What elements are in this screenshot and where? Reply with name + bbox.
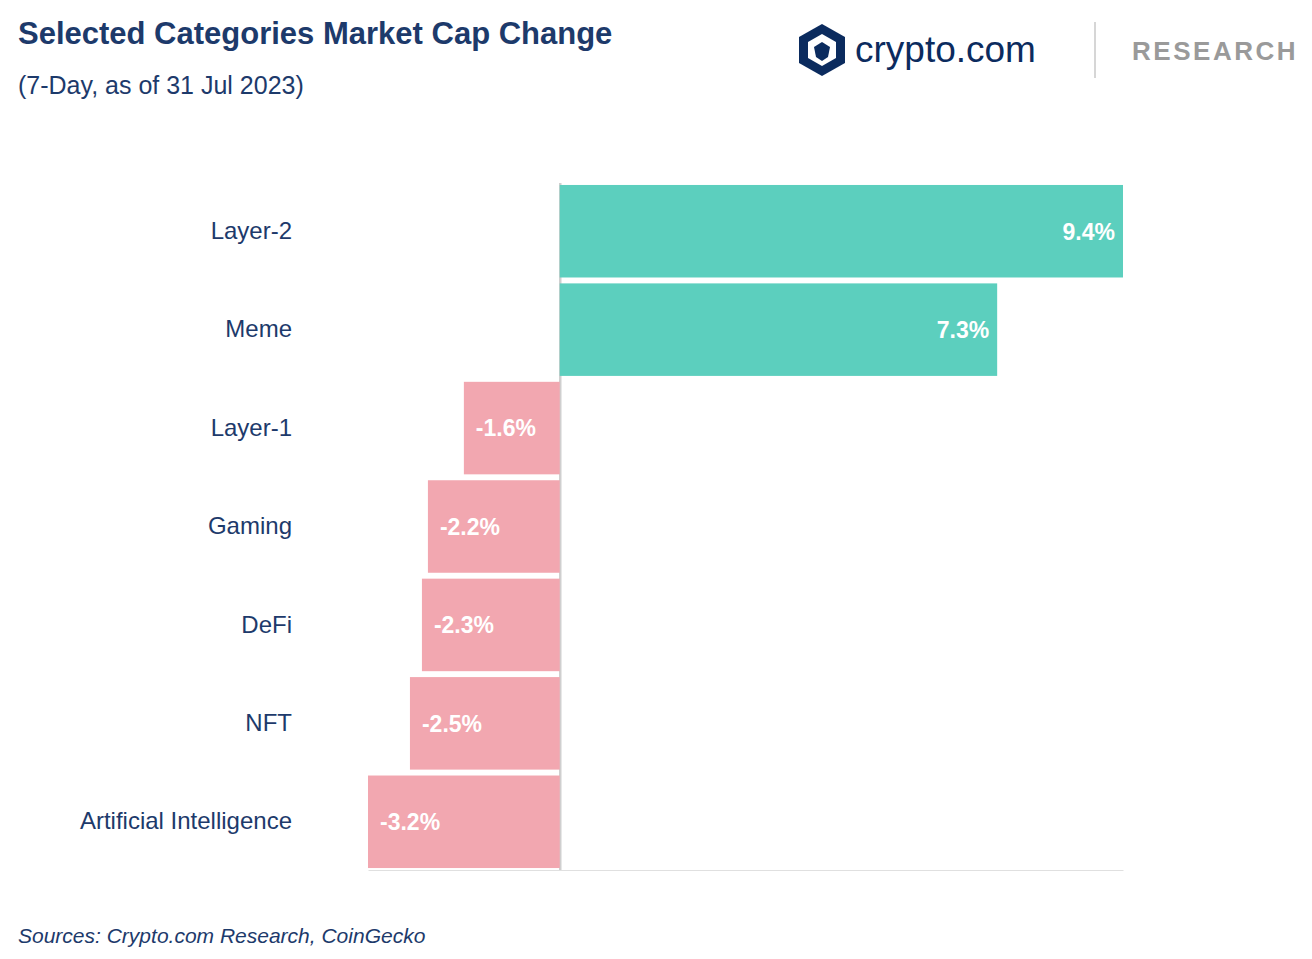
y-tick: Artificial Intelligence (80, 807, 292, 834)
category-label: DeFi (241, 611, 292, 638)
x-axis (369, 183, 1124, 871)
category-label: NFT (245, 709, 292, 736)
data-label: 7.3% (937, 317, 989, 343)
y-tick: DeFi (241, 611, 292, 638)
x-axis-line (369, 870, 1124, 871)
chart: Selected Categories Market Cap Change (7-… (0, 0, 1312, 959)
logo-text: crypto.com (855, 29, 1036, 70)
source: Sources: Crypto.com Research, CoinGecko (18, 924, 426, 947)
data-label: -1.6% (476, 415, 536, 441)
data-label: 9.4% (1063, 219, 1115, 245)
y-tick: Gaming (208, 512, 292, 539)
bar (560, 185, 1123, 278)
logo-separator (1094, 22, 1096, 78)
logo-icon (799, 24, 845, 76)
subtitle: (7-Day, as of 31 Jul 2023) (18, 71, 304, 99)
y-tick: NFT (245, 709, 292, 736)
bar (422, 579, 560, 672)
data-label: -2.3% (434, 612, 494, 638)
logo-icon-core (814, 42, 830, 61)
data-label: -3.2% (380, 809, 440, 835)
y-axis: Layer-2 Meme Layer-1 Gaming DeFi NFT Artificia… (80, 184, 293, 871)
y-axis-line (292, 184, 293, 871)
y-tick: Layer-1 (211, 414, 292, 441)
data-label: -2.5% (422, 711, 482, 737)
title: Selected Categories Market Cap Change (18, 16, 612, 51)
category-label: Meme (225, 315, 292, 342)
bar (560, 283, 997, 376)
logo-icon-inner (808, 34, 836, 66)
y-tick: Layer-2 (211, 217, 292, 244)
bar (368, 776, 560, 869)
category-label: Gaming (208, 512, 292, 539)
category-label: Layer-2 (211, 217, 292, 244)
bar (428, 480, 560, 573)
data-labels: 9.4% 7.3% -1.6% -2.2% -2.3% -2.5% -3.2% (380, 219, 1115, 836)
logo: crypto.com RESEARCH (799, 22, 1298, 78)
category-label: Layer-1 (211, 414, 292, 441)
data-label: -2.2% (440, 514, 500, 540)
category-label: Artificial Intelligence (80, 807, 292, 834)
y-tick: Meme (225, 315, 292, 342)
bar (464, 382, 560, 475)
logo-research: RESEARCH (1132, 36, 1298, 66)
bars (368, 185, 1123, 868)
bar (410, 677, 560, 770)
